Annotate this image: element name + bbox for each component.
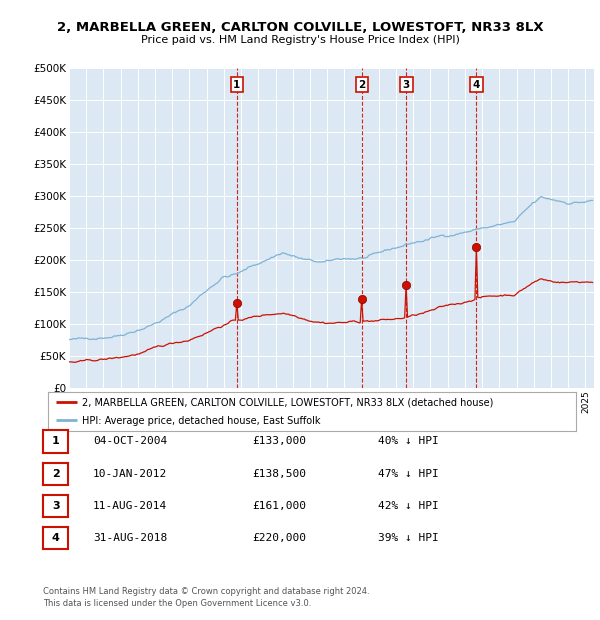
Text: 3: 3 bbox=[403, 80, 410, 90]
Text: HPI: Average price, detached house, East Suffolk: HPI: Average price, detached house, East… bbox=[82, 416, 321, 426]
Text: 4: 4 bbox=[473, 80, 480, 90]
Text: £138,500: £138,500 bbox=[252, 469, 306, 479]
Text: 42% ↓ HPI: 42% ↓ HPI bbox=[378, 501, 439, 511]
Text: 31-AUG-2018: 31-AUG-2018 bbox=[93, 533, 167, 543]
Text: 10-JAN-2012: 10-JAN-2012 bbox=[93, 469, 167, 479]
Text: 1: 1 bbox=[233, 80, 241, 90]
Text: Price paid vs. HM Land Registry's House Price Index (HPI): Price paid vs. HM Land Registry's House … bbox=[140, 35, 460, 45]
Text: 1: 1 bbox=[52, 436, 59, 446]
Text: 2, MARBELLA GREEN, CARLTON COLVILLE, LOWESTOFT, NR33 8LX (detached house): 2, MARBELLA GREEN, CARLTON COLVILLE, LOW… bbox=[82, 398, 494, 408]
Text: 2: 2 bbox=[52, 469, 59, 479]
Text: This data is licensed under the Open Government Licence v3.0.: This data is licensed under the Open Gov… bbox=[43, 600, 311, 608]
Text: 3: 3 bbox=[52, 501, 59, 511]
Text: 11-AUG-2014: 11-AUG-2014 bbox=[93, 501, 167, 511]
Text: £133,000: £133,000 bbox=[252, 436, 306, 446]
Text: 4: 4 bbox=[52, 533, 60, 543]
Text: £220,000: £220,000 bbox=[252, 533, 306, 543]
Text: 39% ↓ HPI: 39% ↓ HPI bbox=[378, 533, 439, 543]
Text: 40% ↓ HPI: 40% ↓ HPI bbox=[378, 436, 439, 446]
Text: Contains HM Land Registry data © Crown copyright and database right 2024.: Contains HM Land Registry data © Crown c… bbox=[43, 587, 370, 596]
Text: 04-OCT-2004: 04-OCT-2004 bbox=[93, 436, 167, 446]
Text: 2, MARBELLA GREEN, CARLTON COLVILLE, LOWESTOFT, NR33 8LX: 2, MARBELLA GREEN, CARLTON COLVILLE, LOW… bbox=[56, 21, 544, 33]
Text: 2: 2 bbox=[359, 80, 366, 90]
Text: 47% ↓ HPI: 47% ↓ HPI bbox=[378, 469, 439, 479]
Text: £161,000: £161,000 bbox=[252, 501, 306, 511]
